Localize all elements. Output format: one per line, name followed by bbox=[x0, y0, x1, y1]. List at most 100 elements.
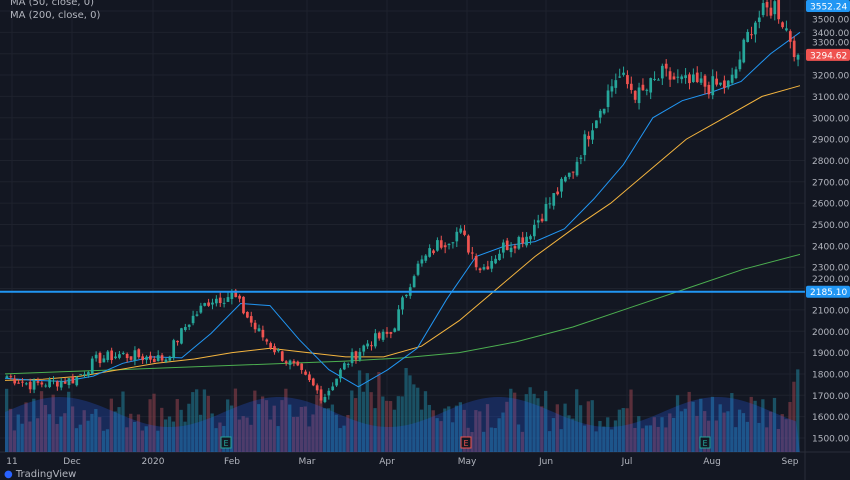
candle bbox=[292, 361, 296, 364]
candle bbox=[397, 309, 400, 331]
volume-bar bbox=[567, 415, 571, 452]
volume-bar bbox=[90, 413, 94, 452]
candle bbox=[618, 76, 622, 78]
tradingview-brand: ● TradingView bbox=[4, 470, 76, 480]
candle bbox=[315, 385, 319, 391]
volume-bar bbox=[447, 406, 451, 452]
candle bbox=[742, 39, 746, 63]
tradingview-logo-icon: ● bbox=[4, 469, 13, 480]
legend-ma50: MA (50, close, 0) bbox=[10, 0, 95, 8]
volume-bar bbox=[5, 388, 9, 452]
volume-bar bbox=[326, 408, 331, 452]
y-tick-label: 1500.00 bbox=[812, 435, 849, 445]
volume-bar bbox=[20, 423, 24, 452]
candle bbox=[439, 240, 443, 248]
candle bbox=[125, 353, 129, 359]
volume-bar bbox=[218, 422, 222, 452]
candle bbox=[482, 267, 486, 270]
volume-bar bbox=[369, 392, 373, 452]
volume-bar bbox=[551, 418, 556, 452]
candle bbox=[308, 374, 311, 381]
volume-bar bbox=[718, 404, 722, 452]
candle bbox=[335, 378, 338, 386]
candle bbox=[401, 297, 404, 310]
volume-bar bbox=[780, 414, 784, 452]
earnings-marker[interactable] bbox=[220, 436, 232, 449]
volume-bar bbox=[672, 417, 676, 452]
candle bbox=[168, 356, 172, 361]
volume-bar bbox=[260, 396, 265, 452]
volume-bar bbox=[179, 409, 183, 452]
candle bbox=[284, 361, 288, 363]
candle bbox=[765, 1, 769, 8]
candle bbox=[133, 350, 137, 361]
candle bbox=[323, 396, 327, 402]
volume-bar bbox=[730, 393, 734, 452]
volume-bar bbox=[679, 411, 684, 452]
candle bbox=[90, 358, 94, 374]
volume-bar bbox=[741, 413, 746, 452]
volume-bar bbox=[695, 415, 699, 452]
volume-bar bbox=[78, 424, 82, 452]
volume-bar bbox=[617, 409, 622, 452]
volume-bar bbox=[195, 389, 199, 452]
volume-bar bbox=[164, 419, 168, 452]
candle bbox=[164, 359, 168, 362]
candle bbox=[342, 363, 346, 370]
earnings-marker[interactable] bbox=[699, 436, 711, 449]
candle bbox=[304, 371, 307, 375]
candle bbox=[505, 240, 509, 251]
volume-bar bbox=[144, 426, 148, 452]
candle bbox=[703, 75, 707, 87]
volume-bar bbox=[458, 402, 463, 452]
candle bbox=[657, 79, 660, 81]
candle bbox=[622, 72, 625, 75]
candle bbox=[211, 302, 214, 305]
volume-series bbox=[5, 368, 800, 452]
volume-bar bbox=[206, 395, 210, 452]
candle bbox=[230, 292, 234, 299]
candle bbox=[102, 358, 106, 363]
volume-bar bbox=[419, 409, 424, 452]
volume-bar bbox=[361, 391, 366, 452]
candle bbox=[98, 352, 102, 364]
candle bbox=[152, 358, 156, 363]
volume-bar bbox=[641, 428, 645, 452]
candle bbox=[459, 228, 463, 233]
candle bbox=[311, 378, 315, 386]
candle bbox=[560, 178, 563, 192]
candle bbox=[680, 76, 684, 80]
candle bbox=[564, 176, 567, 182]
volume-bar bbox=[226, 399, 230, 452]
y-tick-label: 2800.00 bbox=[812, 157, 849, 167]
candle bbox=[532, 224, 536, 237]
y-tick-label: 3200.00 bbox=[812, 72, 849, 82]
candle bbox=[536, 220, 540, 223]
y-tick-label: 2400.00 bbox=[812, 242, 849, 252]
candle bbox=[52, 380, 55, 382]
volume-bar bbox=[295, 416, 300, 452]
x-tick-label: Apr bbox=[379, 457, 395, 467]
volume-bar bbox=[132, 421, 137, 452]
candle bbox=[214, 298, 218, 304]
volume-bar bbox=[520, 431, 525, 452]
volume-bar bbox=[524, 394, 528, 452]
volume-bar bbox=[175, 399, 179, 452]
volume-bar bbox=[70, 406, 75, 452]
candle bbox=[5, 376, 9, 379]
candle bbox=[785, 28, 788, 31]
volume-bar bbox=[400, 396, 404, 452]
candle bbox=[691, 74, 695, 82]
candle bbox=[238, 295, 241, 299]
candle bbox=[447, 243, 451, 246]
candle bbox=[792, 40, 796, 58]
candle bbox=[420, 259, 424, 264]
volume-bar bbox=[86, 420, 90, 452]
earnings-marker[interactable] bbox=[460, 436, 472, 449]
candle bbox=[501, 242, 505, 253]
candle bbox=[156, 355, 160, 361]
volume-bar bbox=[148, 399, 152, 452]
volume-bar bbox=[249, 424, 253, 452]
candle bbox=[451, 242, 455, 244]
